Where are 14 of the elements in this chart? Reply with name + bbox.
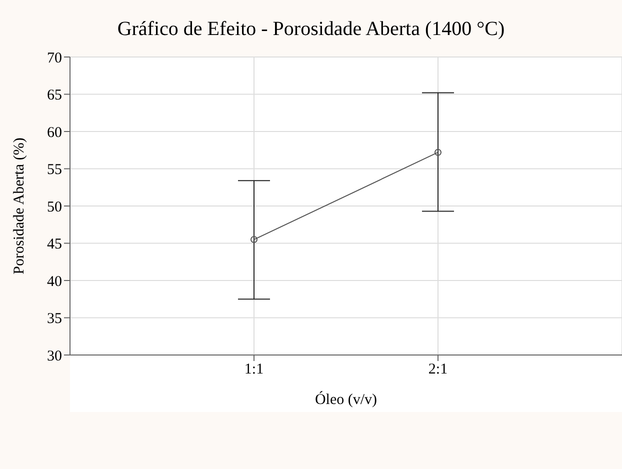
y-tick-label: 70 [47, 50, 62, 66]
y-tick-label: 60 [47, 124, 62, 141]
y-tick-label: 35 [47, 311, 62, 328]
x-axis-title: Óleo (v/v) [314, 391, 378, 408]
y-axis-title: Porosidade Aberta (%) [11, 138, 28, 274]
chart-title: Gráfico de Efeito - Porosidade Aberta (1400 °C) [116, 18, 506, 41]
y-tick-label: 65 [47, 88, 62, 104]
y-tick-label: 40 [47, 274, 62, 290]
y-tick-label: 30 [47, 348, 62, 364]
y-tick-label: 45 [47, 236, 62, 253]
x-tick-label: 2:1 [428, 362, 448, 378]
y-tick-label: 55 [47, 162, 62, 178]
x-tick-label: 1:1 [244, 362, 264, 378]
y-tick-label: 50 [47, 199, 62, 216]
